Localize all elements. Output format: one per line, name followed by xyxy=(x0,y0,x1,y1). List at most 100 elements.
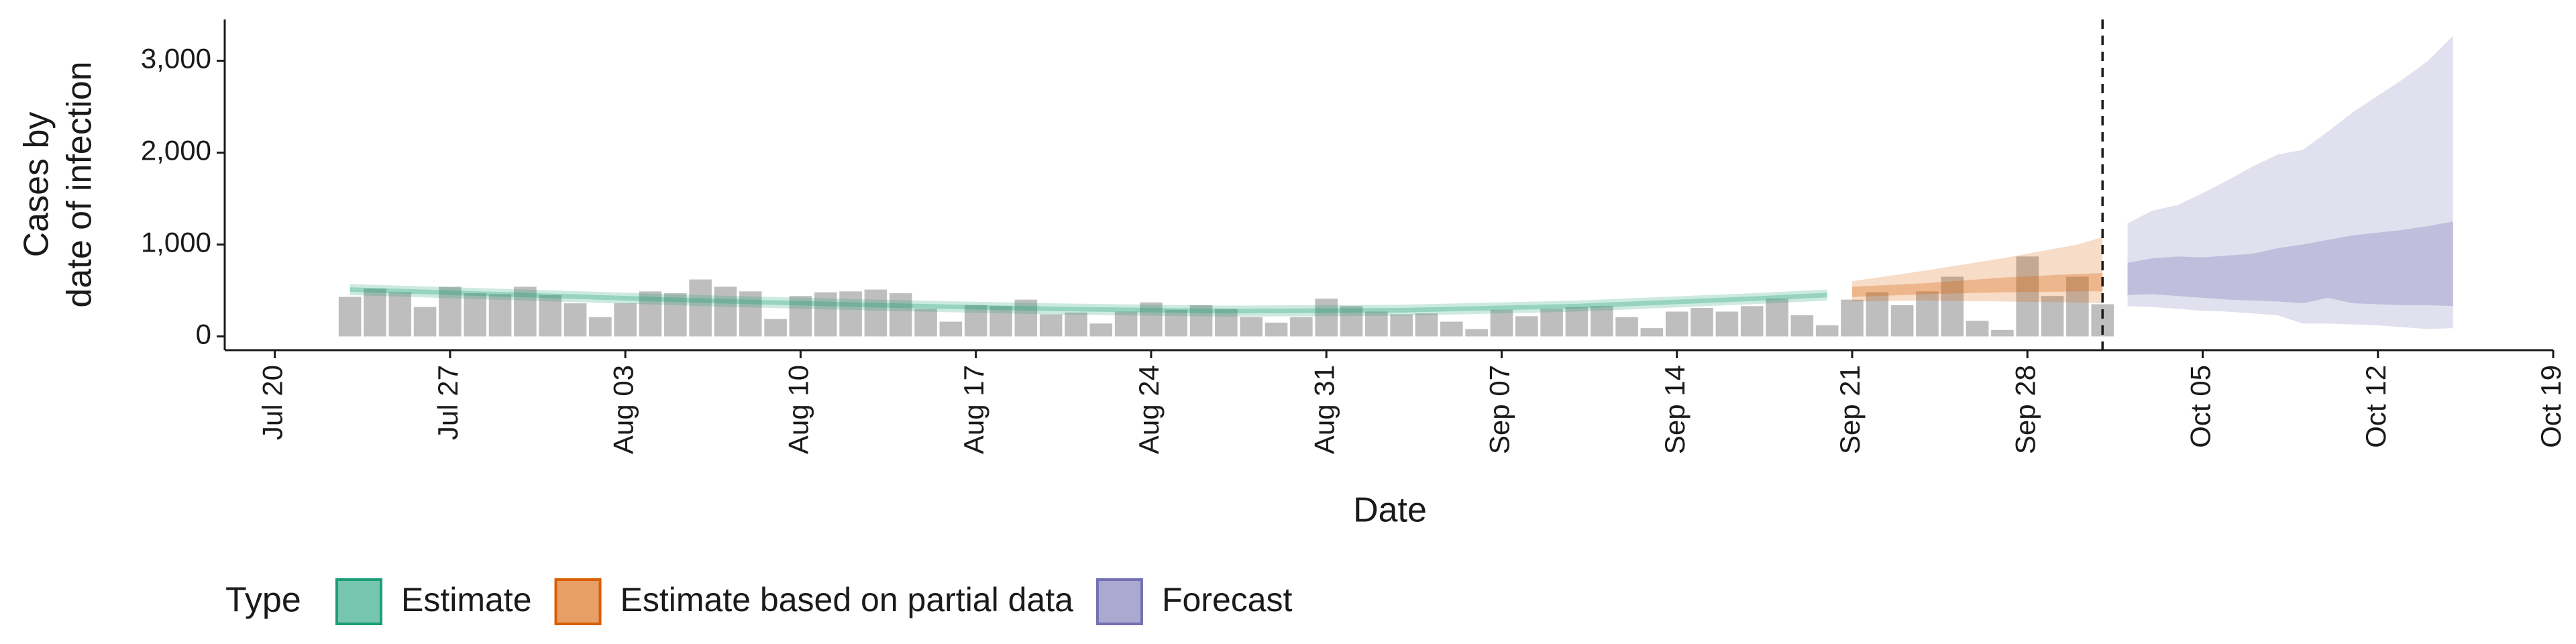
legend-key xyxy=(335,578,382,625)
x-tick-label: Sep 14 xyxy=(1659,365,1690,454)
x-axis-title: Date xyxy=(1353,491,1427,530)
bar xyxy=(1916,291,1939,337)
legend-title: Type xyxy=(225,581,301,620)
y-tick-label: 3,000 xyxy=(141,43,211,74)
ribbon xyxy=(2127,36,2453,329)
bar xyxy=(1790,315,1814,337)
bar xyxy=(1465,329,1488,337)
bar xyxy=(839,291,862,337)
bar xyxy=(1039,314,1063,337)
bar xyxy=(1165,309,1188,337)
legend-label: Estimate xyxy=(401,581,532,619)
bar xyxy=(1766,299,1788,337)
bar xyxy=(914,309,937,337)
bar xyxy=(1615,317,1638,337)
bar xyxy=(364,288,386,337)
bar xyxy=(2066,276,2089,337)
bar xyxy=(2016,256,2039,337)
bar xyxy=(1515,316,1538,337)
bar xyxy=(1866,292,1889,337)
x-tick-label: Jul 27 xyxy=(432,365,464,440)
bar xyxy=(488,294,512,337)
x-tick-label: Oct 12 xyxy=(2360,365,2392,448)
x-tick-label: Aug 10 xyxy=(783,365,814,454)
bar xyxy=(1540,309,1563,337)
bar xyxy=(1440,321,1463,337)
bar xyxy=(338,297,362,337)
x-tick-label: Oct 19 xyxy=(2535,365,2567,448)
y-tick-label: 0 xyxy=(196,319,211,350)
bar xyxy=(1590,306,1613,337)
bar xyxy=(1215,309,1238,337)
y-axis-title: Cases by xyxy=(17,112,56,258)
bar xyxy=(1265,322,1288,337)
bar xyxy=(1014,299,1038,337)
bar xyxy=(1565,307,1589,337)
bar xyxy=(2041,296,2064,337)
bar xyxy=(1665,311,1688,337)
x-tick-label: Aug 31 xyxy=(1308,365,1340,454)
bar xyxy=(564,303,587,337)
bar xyxy=(1715,311,1739,337)
y-axis-title: date of infection xyxy=(60,61,99,307)
ribbon xyxy=(1851,237,2103,304)
bar xyxy=(1114,311,1138,337)
bar xyxy=(614,303,637,337)
bar xyxy=(639,291,662,337)
bar xyxy=(1315,299,1338,337)
x-tick-label: Aug 03 xyxy=(607,365,639,454)
bar xyxy=(1065,312,1087,337)
bar xyxy=(689,279,712,337)
bar xyxy=(539,294,561,337)
bar xyxy=(1966,321,1989,337)
ribbon xyxy=(350,284,1827,317)
bar xyxy=(939,321,963,337)
bar xyxy=(1089,323,1113,337)
bar xyxy=(889,293,912,337)
bar xyxy=(1991,329,2014,337)
bar xyxy=(1290,317,1313,337)
bar xyxy=(964,305,987,337)
legend-label: Forecast xyxy=(1162,581,1293,619)
bar xyxy=(789,296,812,337)
x-tick-label: Oct 05 xyxy=(2185,365,2216,448)
bar xyxy=(464,293,487,337)
x-tick-label: Aug 17 xyxy=(958,365,989,454)
bar xyxy=(1941,276,1964,337)
bar xyxy=(514,286,537,337)
legend-key xyxy=(1095,578,1143,625)
bar xyxy=(1740,306,1764,337)
bar xyxy=(739,291,762,337)
bar xyxy=(989,306,1012,337)
x-tick-label: Aug 24 xyxy=(1133,365,1165,454)
bar xyxy=(1815,325,1839,337)
x-tick-label: Jul 20 xyxy=(257,365,288,440)
bar xyxy=(1415,313,1438,337)
bar xyxy=(1890,305,1914,337)
bar xyxy=(764,319,787,337)
bar xyxy=(439,286,462,337)
bar xyxy=(814,292,837,337)
y-tick-label: 1,000 xyxy=(141,227,211,258)
bar xyxy=(1240,317,1263,337)
bar xyxy=(1390,314,1413,337)
bar xyxy=(1340,306,1363,337)
bar xyxy=(1189,305,1213,337)
bar xyxy=(1490,309,1513,337)
x-tick-label: Sep 07 xyxy=(1484,365,1515,454)
bar xyxy=(1140,302,1163,337)
bar xyxy=(1690,308,1713,337)
bar xyxy=(388,292,412,337)
ribbon xyxy=(1851,272,2103,297)
ribbon xyxy=(350,287,1827,314)
y-tick-label: 2,000 xyxy=(141,135,211,166)
ribbon xyxy=(2127,221,2453,307)
bar xyxy=(1640,328,1664,337)
bar xyxy=(664,293,687,337)
x-tick-label: Sep 28 xyxy=(2009,365,2041,454)
bar xyxy=(714,286,737,337)
bar xyxy=(1365,311,1388,337)
bar xyxy=(864,289,888,337)
legend-key xyxy=(554,578,602,625)
